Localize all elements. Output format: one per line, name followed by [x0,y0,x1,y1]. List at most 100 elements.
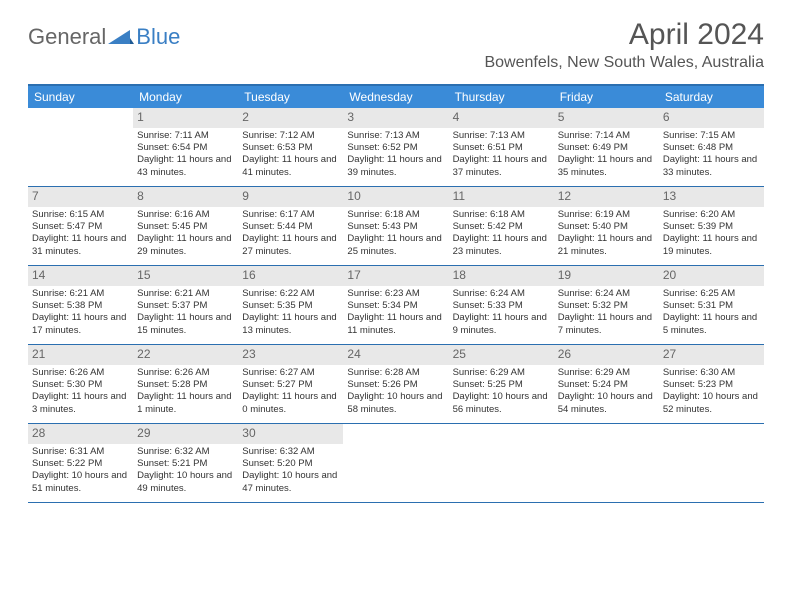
day-header: Friday [554,86,659,108]
day-info: Sunrise: 6:21 AMSunset: 5:38 PMDaylight:… [32,288,129,337]
day-header: Thursday [449,86,554,108]
day-cell: 10Sunrise: 6:18 AMSunset: 5:43 PMDayligh… [343,187,448,265]
day-number: 6 [659,108,764,128]
day-header: Saturday [659,86,764,108]
day-number: 25 [449,345,554,365]
day-cell: 9Sunrise: 6:17 AMSunset: 5:44 PMDaylight… [238,187,343,265]
day-info: Sunrise: 7:15 AMSunset: 6:48 PMDaylight:… [663,130,760,179]
day-number: 14 [28,266,133,286]
day-info: Sunrise: 6:17 AMSunset: 5:44 PMDaylight:… [242,209,339,258]
day-cell [449,424,554,502]
day-cell: 22Sunrise: 6:26 AMSunset: 5:28 PMDayligh… [133,345,238,423]
day-info: Sunrise: 6:27 AMSunset: 5:27 PMDaylight:… [242,367,339,416]
day-cell: 28Sunrise: 6:31 AMSunset: 5:22 PMDayligh… [28,424,133,502]
day-cell: 23Sunrise: 6:27 AMSunset: 5:27 PMDayligh… [238,345,343,423]
day-info: Sunrise: 6:29 AMSunset: 5:25 PMDaylight:… [453,367,550,416]
day-info: Sunrise: 6:30 AMSunset: 5:23 PMDaylight:… [663,367,760,416]
day-number: 30 [238,424,343,444]
day-cell: 27Sunrise: 6:30 AMSunset: 5:23 PMDayligh… [659,345,764,423]
day-number: 5 [554,108,659,128]
title-block: April 2024 Bowenfels, New South Wales, A… [484,18,764,72]
day-number: 2 [238,108,343,128]
day-cell: 1Sunrise: 7:11 AMSunset: 6:54 PMDaylight… [133,108,238,186]
day-cell: 18Sunrise: 6:24 AMSunset: 5:33 PMDayligh… [449,266,554,344]
day-cell [554,424,659,502]
logo-text-1: General [28,24,106,50]
day-cell: 21Sunrise: 6:26 AMSunset: 5:30 PMDayligh… [28,345,133,423]
day-cell: 17Sunrise: 6:23 AMSunset: 5:34 PMDayligh… [343,266,448,344]
day-number: 1 [133,108,238,128]
day-header: Sunday [28,86,133,108]
location-text: Bowenfels, New South Wales, Australia [484,54,764,72]
weeks-container: 1Sunrise: 7:11 AMSunset: 6:54 PMDaylight… [28,108,764,503]
day-number: 29 [133,424,238,444]
day-cell: 4Sunrise: 7:13 AMSunset: 6:51 PMDaylight… [449,108,554,186]
calendar: Sunday Monday Tuesday Wednesday Thursday… [28,84,764,503]
day-info: Sunrise: 6:29 AMSunset: 5:24 PMDaylight:… [558,367,655,416]
day-cell: 16Sunrise: 6:22 AMSunset: 5:35 PMDayligh… [238,266,343,344]
day-number: 11 [449,187,554,207]
day-number: 20 [659,266,764,286]
day-number: 9 [238,187,343,207]
day-info: Sunrise: 6:15 AMSunset: 5:47 PMDaylight:… [32,209,129,258]
day-info: Sunrise: 6:16 AMSunset: 5:45 PMDaylight:… [137,209,234,258]
day-header: Monday [133,86,238,108]
day-number: 3 [343,108,448,128]
day-info: Sunrise: 6:24 AMSunset: 5:33 PMDaylight:… [453,288,550,337]
day-info: Sunrise: 6:28 AMSunset: 5:26 PMDaylight:… [347,367,444,416]
day-number: 15 [133,266,238,286]
day-header: Tuesday [238,86,343,108]
day-info: Sunrise: 6:18 AMSunset: 5:42 PMDaylight:… [453,209,550,258]
week-row: 28Sunrise: 6:31 AMSunset: 5:22 PMDayligh… [28,424,764,503]
day-number: 4 [449,108,554,128]
day-info: Sunrise: 6:19 AMSunset: 5:40 PMDaylight:… [558,209,655,258]
day-number: 22 [133,345,238,365]
day-cell: 29Sunrise: 6:32 AMSunset: 5:21 PMDayligh… [133,424,238,502]
day-number: 10 [343,187,448,207]
day-info: Sunrise: 6:26 AMSunset: 5:30 PMDaylight:… [32,367,129,416]
day-number: 24 [343,345,448,365]
day-info: Sunrise: 6:21 AMSunset: 5:37 PMDaylight:… [137,288,234,337]
day-number: 16 [238,266,343,286]
day-header: Wednesday [343,86,448,108]
day-cell [343,424,448,502]
day-number: 17 [343,266,448,286]
day-header-row: Sunday Monday Tuesday Wednesday Thursday… [28,86,764,108]
day-info: Sunrise: 7:12 AMSunset: 6:53 PMDaylight:… [242,130,339,179]
day-cell: 30Sunrise: 6:32 AMSunset: 5:20 PMDayligh… [238,424,343,502]
day-cell: 15Sunrise: 6:21 AMSunset: 5:37 PMDayligh… [133,266,238,344]
logo: General Blue [28,18,180,50]
day-cell: 11Sunrise: 6:18 AMSunset: 5:42 PMDayligh… [449,187,554,265]
week-row: 14Sunrise: 6:21 AMSunset: 5:38 PMDayligh… [28,266,764,345]
month-title: April 2024 [484,18,764,52]
day-info: Sunrise: 6:24 AMSunset: 5:32 PMDaylight:… [558,288,655,337]
day-number: 18 [449,266,554,286]
day-cell: 20Sunrise: 6:25 AMSunset: 5:31 PMDayligh… [659,266,764,344]
day-info: Sunrise: 6:23 AMSunset: 5:34 PMDaylight:… [347,288,444,337]
week-row: 7Sunrise: 6:15 AMSunset: 5:47 PMDaylight… [28,187,764,266]
day-number: 28 [28,424,133,444]
day-info: Sunrise: 6:26 AMSunset: 5:28 PMDaylight:… [137,367,234,416]
day-info: Sunrise: 6:32 AMSunset: 5:20 PMDaylight:… [242,446,339,495]
logo-triangle-icon [108,28,134,46]
day-info: Sunrise: 7:13 AMSunset: 6:51 PMDaylight:… [453,130,550,179]
day-number: 23 [238,345,343,365]
day-info: Sunrise: 6:20 AMSunset: 5:39 PMDaylight:… [663,209,760,258]
day-cell: 14Sunrise: 6:21 AMSunset: 5:38 PMDayligh… [28,266,133,344]
day-cell: 13Sunrise: 6:20 AMSunset: 5:39 PMDayligh… [659,187,764,265]
day-number: 27 [659,345,764,365]
day-number: 26 [554,345,659,365]
day-cell: 8Sunrise: 6:16 AMSunset: 5:45 PMDaylight… [133,187,238,265]
day-cell: 5Sunrise: 7:14 AMSunset: 6:49 PMDaylight… [554,108,659,186]
day-number: 7 [28,187,133,207]
day-info: Sunrise: 6:31 AMSunset: 5:22 PMDaylight:… [32,446,129,495]
week-row: 1Sunrise: 7:11 AMSunset: 6:54 PMDaylight… [28,108,764,187]
day-info: Sunrise: 6:18 AMSunset: 5:43 PMDaylight:… [347,209,444,258]
day-number: 12 [554,187,659,207]
week-row: 21Sunrise: 6:26 AMSunset: 5:30 PMDayligh… [28,345,764,424]
day-number: 21 [28,345,133,365]
day-cell [659,424,764,502]
day-cell: 19Sunrise: 6:24 AMSunset: 5:32 PMDayligh… [554,266,659,344]
header: General Blue April 2024 Bowenfels, New S… [0,0,792,76]
day-info: Sunrise: 6:22 AMSunset: 5:35 PMDaylight:… [242,288,339,337]
